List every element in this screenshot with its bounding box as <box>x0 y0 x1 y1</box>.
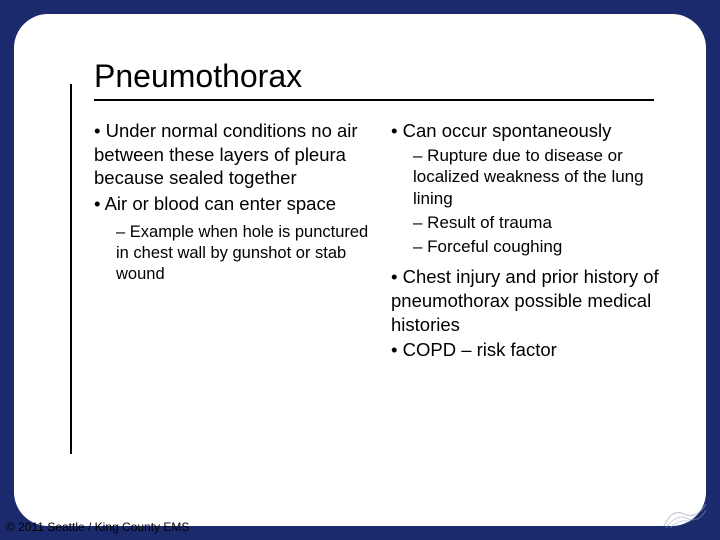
sub-bullet-text: – Rupture due to disease or localized we… <box>391 145 666 210</box>
bullet-text: • Under normal conditions no air between… <box>94 119 369 190</box>
sub-bullet-text: – Example when hole is punctured in ches… <box>94 222 369 285</box>
title-underline <box>94 99 654 101</box>
corner-decoration-icon <box>662 498 708 530</box>
two-column-body: • Under normal conditions no air between… <box>94 119 666 364</box>
vertical-divider <box>70 84 72 454</box>
slide-content: Pneumothorax • Under normal conditions n… <box>94 58 666 466</box>
left-column: • Under normal conditions no air between… <box>94 119 369 364</box>
bullet-text: • COPD – risk factor <box>391 338 666 362</box>
right-column: • Can occur spontaneously – Rupture due … <box>391 119 666 364</box>
bullet-text: • Chest injury and prior history of pneu… <box>391 265 666 336</box>
bullet-text: • Air or blood can enter space <box>94 192 369 216</box>
bullet-text: • Can occur spontaneously <box>391 119 666 143</box>
sub-bullet-text: – Forceful coughing <box>391 236 666 258</box>
sub-bullet-text: – Result of trauma <box>391 212 666 234</box>
copyright-text: © 2011 Seattle / King County EMS <box>6 520 189 534</box>
slide-frame: Pneumothorax • Under normal conditions n… <box>14 14 706 526</box>
slide-title: Pneumothorax <box>94 58 666 95</box>
